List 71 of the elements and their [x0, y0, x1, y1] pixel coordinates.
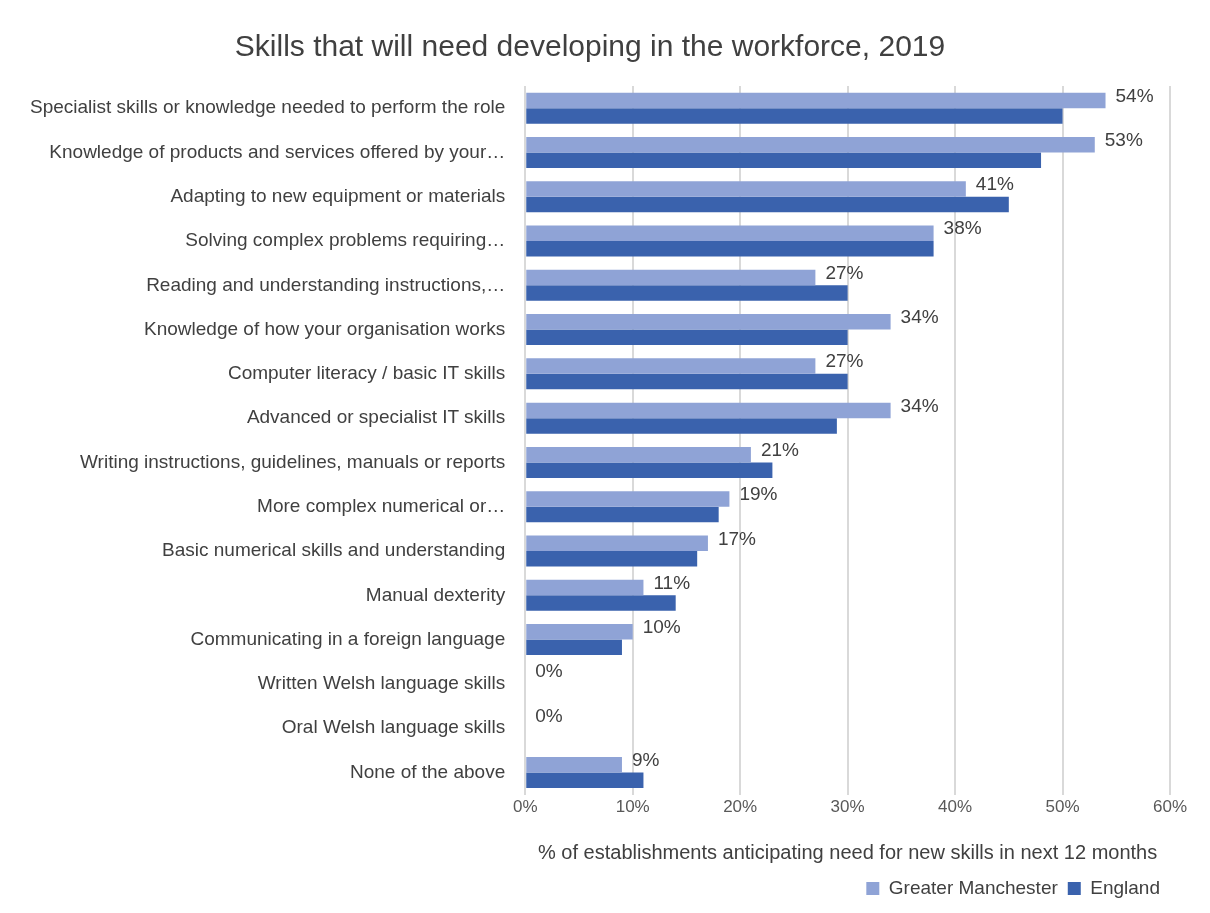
bar [526, 551, 698, 567]
x-tick-label: 30% [830, 797, 865, 817]
data-label: 34% [900, 306, 939, 328]
bar [526, 506, 719, 523]
bar [526, 624, 633, 640]
bar [526, 241, 934, 257]
bar [526, 756, 622, 773]
data-label: 53% [1104, 128, 1143, 150]
bar [526, 358, 816, 374]
bar [526, 196, 1009, 213]
x-tick-label: 20% [723, 797, 758, 817]
data-label: 34% [900, 394, 939, 416]
bar [526, 269, 816, 286]
bar [526, 108, 1063, 124]
y-tick-label: Adapting to new equipment or materials [170, 184, 506, 206]
bar [526, 225, 934, 242]
bar [526, 136, 1095, 153]
data-label: 19% [739, 483, 778, 505]
y-tick-label: Reading and understanding instructions,… [146, 273, 506, 295]
y-tick-label: Knowledge of products and services offered by your… [49, 140, 506, 162]
y-tick-label: Writing instructions, guidelines, manuals or reports [80, 450, 506, 472]
data-label: 27% [825, 261, 864, 283]
bar [526, 92, 1106, 109]
legend-label: England [1090, 876, 1161, 898]
data-label: 21% [760, 438, 800, 460]
chart-title: Skills that will need developing in the workforce, 2019 [234, 29, 946, 63]
y-tick-label: Manual dexterity [365, 583, 506, 605]
bar [526, 373, 848, 390]
bar [526, 152, 1042, 168]
bar [526, 181, 966, 197]
bar [526, 595, 676, 611]
y-tick-label: Advanced or specialist IT skills [246, 406, 506, 428]
data-label: 9% [631, 748, 660, 770]
data-label: 38% [943, 217, 982, 239]
y-tick-label: Knowledge of how your organisation works [144, 317, 506, 339]
y-tick-label: Basic numerical skills and understanding [162, 539, 506, 561]
bar [526, 639, 622, 656]
data-label: 11% [653, 571, 691, 593]
bar [526, 772, 644, 788]
y-tick-label: Oral Welsh language skills [281, 716, 506, 738]
bar [526, 462, 773, 478]
data-label: 10% [642, 616, 681, 638]
y-tick-label: None of the above [349, 760, 506, 782]
bar [526, 579, 644, 596]
data-label: 17% [717, 527, 757, 549]
y-tick-label: More complex numerical or… [257, 494, 506, 516]
x-tick-label: 60% [1152, 797, 1188, 817]
y-tick-label: Written Welsh language skills [257, 672, 506, 694]
x-tick-label: 10% [615, 797, 650, 817]
data-label: 54% [1115, 84, 1154, 106]
y-tick-label: Communicating in a foreign language [190, 627, 506, 649]
x-tick-label: 0% [512, 797, 538, 817]
x-tick-label: 50% [1045, 797, 1080, 817]
bar [526, 329, 848, 346]
data-label: 0% [535, 660, 563, 682]
bar [526, 418, 837, 434]
bar [526, 535, 708, 552]
bar [526, 285, 848, 301]
y-tick-label: Computer literacy / basic IT skills [227, 362, 506, 384]
y-tick-label: Specialist skills or knowledge needed to perform the role [29, 96, 506, 118]
legend-label: Greater Manchester [888, 876, 1059, 898]
x-tick-label: 40% [938, 797, 973, 817]
bar [526, 446, 751, 463]
data-label: 0% [535, 704, 563, 726]
data-label: 27% [825, 350, 864, 372]
bar [526, 402, 891, 419]
y-tick-label: Solving complex problems requiring… [185, 229, 506, 251]
bar [526, 491, 730, 507]
bar [526, 314, 891, 330]
x-axis-title: % of establishments anticipating need for new skills in next 12 months [538, 840, 1158, 863]
data-label: 41% [975, 173, 1014, 195]
